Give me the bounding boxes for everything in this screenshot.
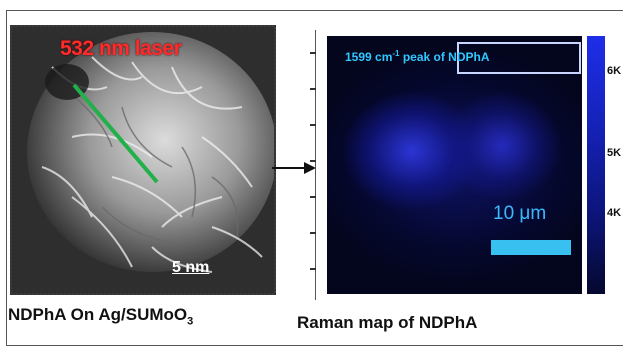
sem-caption-main: NDPhA On Ag/SUMoO: [8, 305, 188, 324]
sem-texture: [12, 27, 274, 293]
raman-map-image: [327, 36, 582, 294]
arrow-right-icon: [272, 162, 316, 174]
peak-label: 1599 cm-1 peak of NDPhA: [345, 49, 490, 64]
peak-label-superscript: -1: [392, 49, 400, 58]
y-tick: [310, 124, 316, 126]
y-tick: [310, 160, 316, 162]
y-tick: [310, 88, 316, 90]
colorbar-tick: 5K: [607, 147, 622, 159]
sem-scale-bar-label: 5 nm: [172, 259, 210, 276]
y-tick: [310, 232, 316, 234]
y-tick: [310, 268, 316, 270]
colorbar-tick: 4K: [607, 207, 622, 219]
peak-label-text: 1599 cm: [345, 50, 393, 64]
sem-caption-subscript: 3: [187, 315, 194, 328]
y-tick: [310, 196, 316, 198]
colorbar: [587, 36, 605, 294]
raman-caption: Raman map of NDPhA: [297, 313, 478, 332]
y-tick: [310, 52, 316, 54]
colorbar-tick: 6K: [607, 65, 622, 77]
peak-label-suffix: peak of NDPhA: [399, 50, 490, 64]
raman-scale-bar: [491, 240, 571, 255]
peak-label-box: [457, 42, 581, 74]
raman-scale-bar-label: 10 μm: [493, 203, 547, 224]
laser-label: 532 nm laser: [60, 37, 182, 60]
sem-caption: NDPhA On Ag/SUMoO3: [8, 305, 193, 327]
sem-image: 532 nm laser 5 nm: [10, 25, 276, 295]
raman-axis-frame: [315, 30, 587, 300]
laser-beam-line: [72, 83, 159, 184]
